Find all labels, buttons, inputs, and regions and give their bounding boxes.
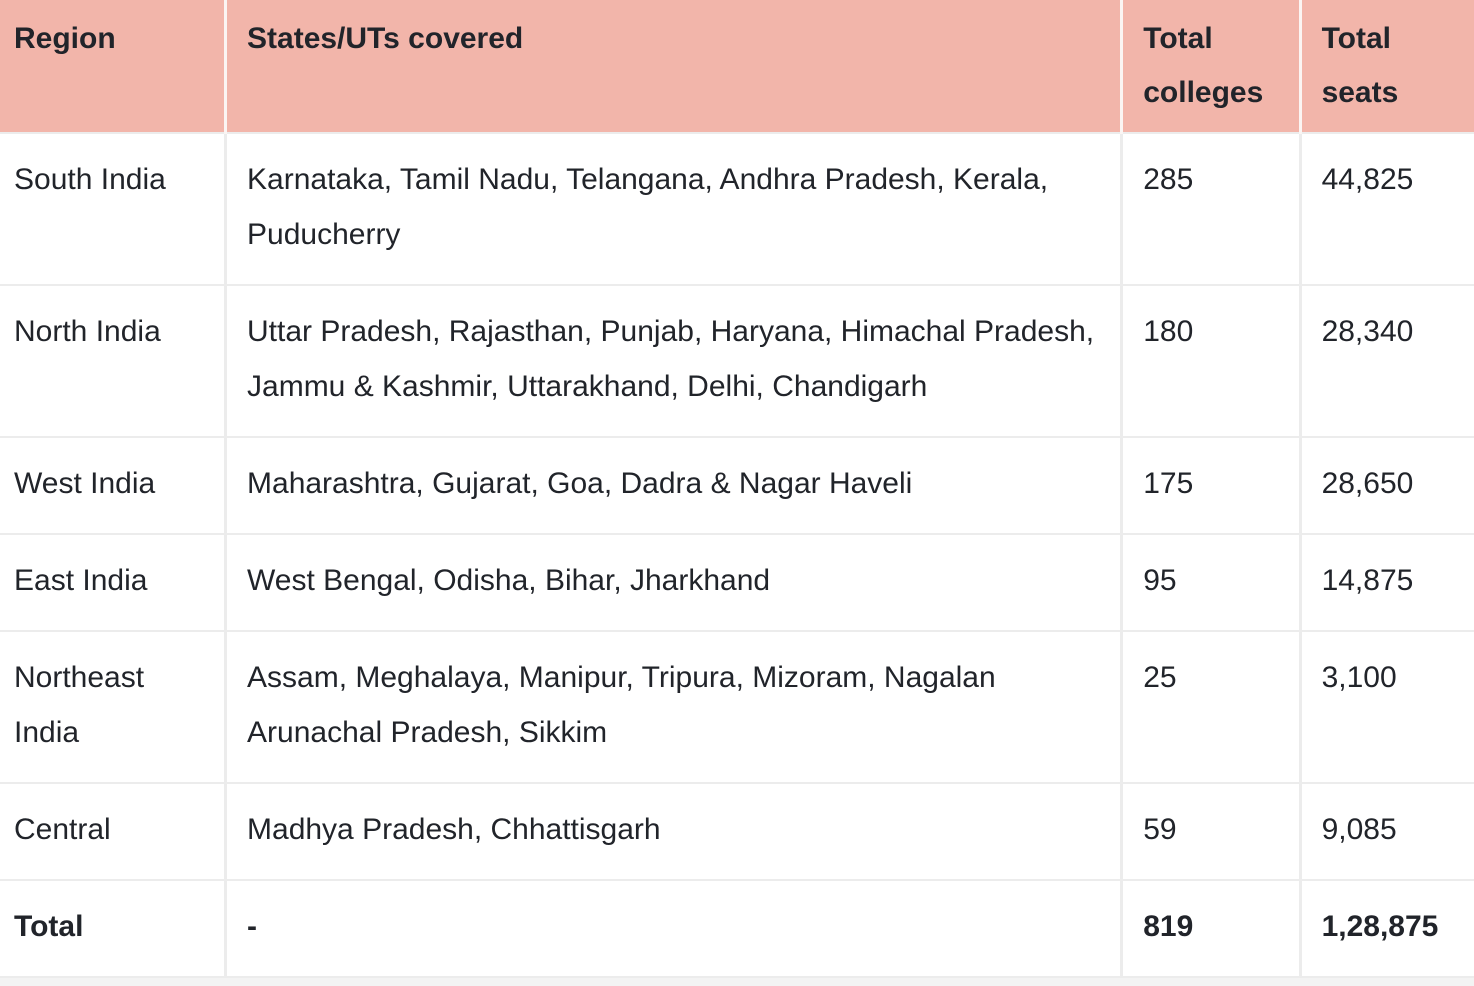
seats-cell: 28,650 <box>1298 436 1474 534</box>
table-row: West India Maharashtra, Gujarat, Goa, Da… <box>0 436 1474 534</box>
total-colleges-cell: 819 <box>1120 879 1301 978</box>
total-states-cell: - <box>224 879 1122 978</box>
states-cell: West Bengal, Odisha, Bihar, Jharkhand <box>224 533 1122 631</box>
region-cell: Northeast India <box>0 630 226 783</box>
table-row: East India West Bengal, Odisha, Bihar, J… <box>0 533 1474 631</box>
column-header-colleges: Total colleges <box>1120 0 1301 133</box>
region-cell: South India <box>0 132 226 285</box>
table-row: South India Karnataka, Tamil Nadu, Telan… <box>0 132 1474 285</box>
region-cell: West India <box>0 436 226 534</box>
table-row: Northeast India Assam, Meghalaya, Manipu… <box>0 630 1474 783</box>
header-row: Region States/UTs covered Total colleges… <box>0 0 1474 133</box>
total-label-cell: Total <box>0 879 226 978</box>
seats-cell: 44,825 <box>1298 132 1474 285</box>
region-cell: East India <box>0 533 226 631</box>
colleges-cell: 95 <box>1120 533 1301 631</box>
column-header-states: States/UTs covered <box>224 0 1122 133</box>
colleges-cell: 175 <box>1120 436 1301 534</box>
column-header-seats: Total seats <box>1298 0 1474 133</box>
states-cell: Madhya Pradesh, Chhattisgarh <box>224 782 1122 880</box>
seats-cell: 28,340 <box>1298 284 1474 437</box>
colleges-cell: 180 <box>1120 284 1301 437</box>
seats-cell: 3,100 <box>1298 630 1474 783</box>
total-seats-cell: 1,28,875 <box>1298 879 1474 978</box>
seats-cell: 14,875 <box>1298 533 1474 631</box>
seats-cell: 9,085 <box>1298 782 1474 880</box>
colleges-cell: 59 <box>1120 782 1301 880</box>
total-row: Total - 819 1,28,875 <box>0 879 1474 978</box>
page-background-strip <box>0 978 1474 986</box>
table-row: North India Uttar Pradesh, Rajasthan, Pu… <box>0 284 1474 437</box>
region-cell: Central <box>0 782 226 880</box>
states-cell: Karnataka, Tamil Nadu, Telangana, Andhra… <box>224 132 1122 285</box>
region-cell: North India <box>0 284 226 437</box>
column-header-region: Region <box>0 0 226 133</box>
table-row: Central Madhya Pradesh, Chhattisgarh 59 … <box>0 782 1474 880</box>
states-cell: Uttar Pradesh, Rajasthan, Punjab, Haryan… <box>224 284 1122 437</box>
states-cell: Maharashtra, Gujarat, Goa, Dadra & Nagar… <box>224 436 1122 534</box>
table-header: Region States/UTs covered Total colleges… <box>0 0 1474 133</box>
table-body: South India Karnataka, Tamil Nadu, Telan… <box>0 132 1474 978</box>
colleges-cell: 25 <box>1120 630 1301 783</box>
colleges-cell: 285 <box>1120 132 1301 285</box>
states-cell: Assam, Meghalaya, Manipur, Tripura, Mizo… <box>224 630 1122 783</box>
